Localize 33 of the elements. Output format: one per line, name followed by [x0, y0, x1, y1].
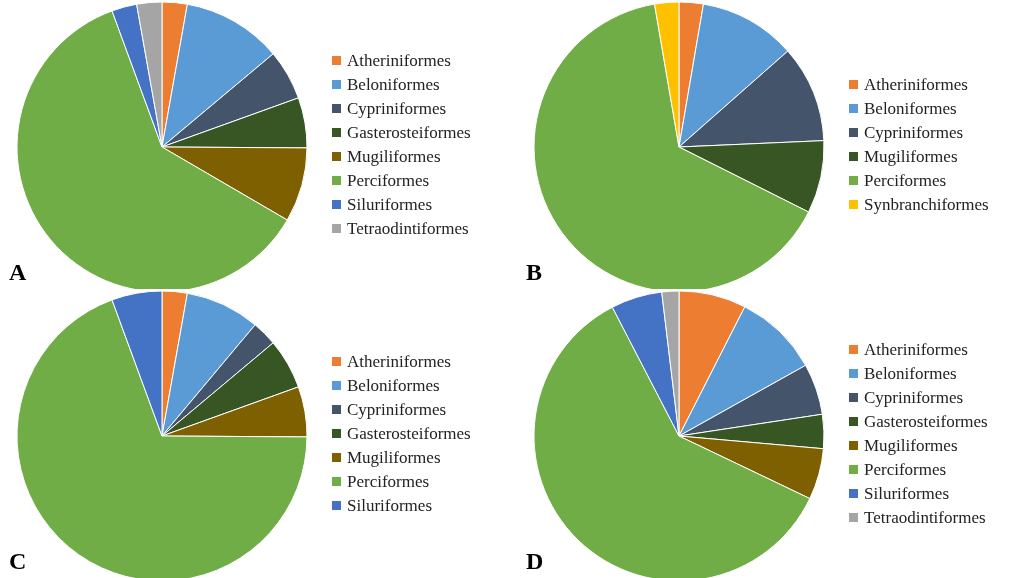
legend-label: Siluriformes: [864, 484, 949, 503]
text: A: [9, 259, 27, 285]
text: D: [526, 548, 544, 574]
legend-label: Atheriniformes: [347, 51, 451, 70]
legend-label: Beloniformes: [347, 376, 440, 395]
legend-label: Perciformes: [864, 460, 947, 479]
legend-label: Atheriniformes: [347, 352, 451, 371]
legend-label: Cypriniformes: [347, 400, 447, 419]
legend-label: Tetraodintiformes: [347, 219, 469, 238]
legend-label: Atheriniformes: [864, 340, 968, 359]
legend-label: Gasterosteiformes: [347, 424, 471, 443]
legend-label: Cypriniformes: [864, 388, 964, 407]
legend-label: Perciformes: [347, 171, 430, 190]
legend-label: Cypriniformes: [347, 99, 447, 118]
legend-label: Siluriformes: [347, 195, 432, 214]
legend-label: Beloniformes: [864, 364, 957, 383]
legend-label: Beloniformes: [864, 99, 957, 118]
legend-label: Siluriformes: [347, 496, 432, 515]
legend-label: Mugiliformes: [347, 147, 441, 166]
legend-label: Gasterosteiformes: [864, 412, 988, 431]
legend-label: Beloniformes: [347, 75, 440, 94]
legend-label: Mugiliformes: [347, 448, 441, 467]
legend-label: Tetraodintiformes: [864, 508, 986, 527]
legend-label: Gasterosteiformes: [347, 123, 471, 142]
legend-label: Perciformes: [864, 171, 947, 190]
legend-label: Mugiliformes: [864, 436, 958, 455]
legend-label: Cypriniformes: [864, 123, 964, 142]
text: C: [9, 548, 27, 574]
text: B: [526, 259, 543, 285]
legend-label: Atheriniformes: [864, 75, 968, 94]
legend-label: Mugiliformes: [864, 147, 958, 166]
legend-label: Perciformes: [347, 472, 430, 491]
legend-label: Synbranchiformes: [864, 195, 989, 214]
